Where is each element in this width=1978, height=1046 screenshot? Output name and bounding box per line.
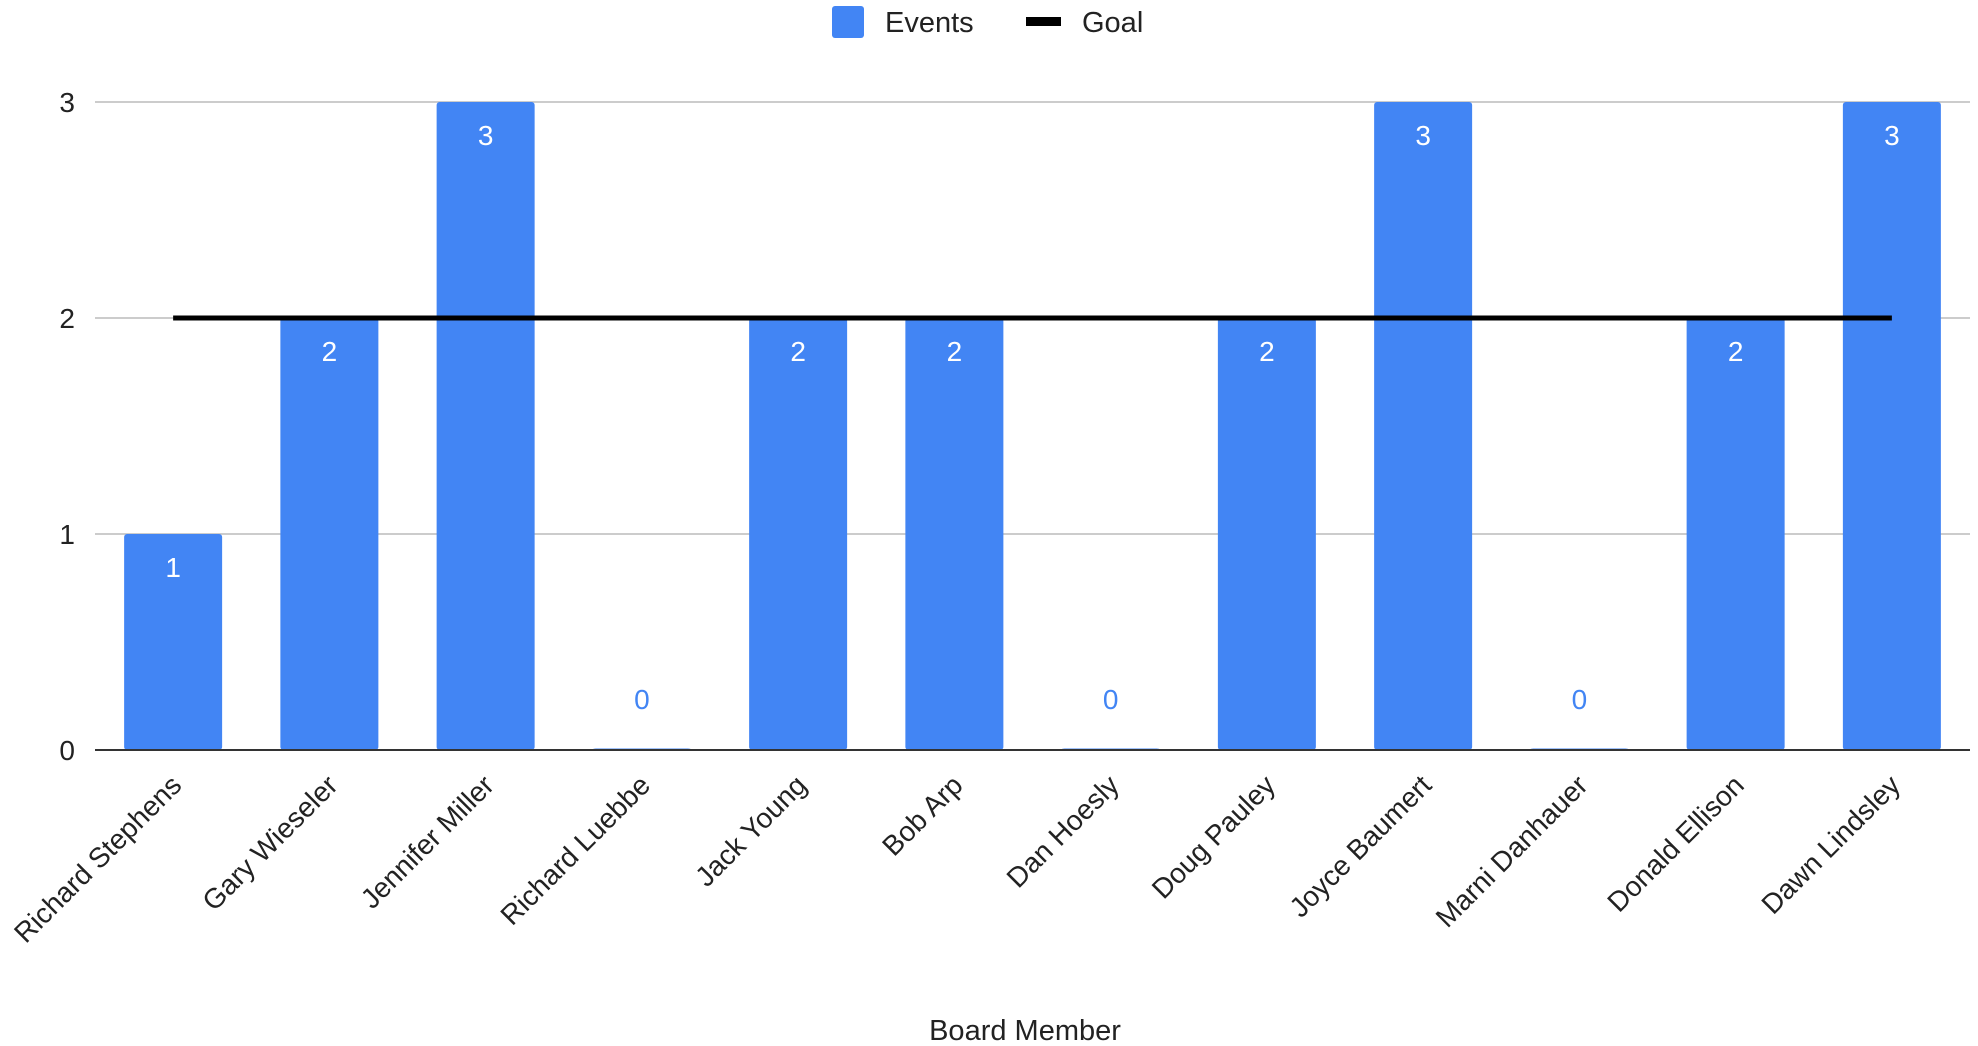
y-tick-label: 0 — [59, 735, 75, 766]
bar-value-label: 0 — [634, 684, 650, 715]
x-tick-label: Doug Pauley — [1146, 769, 1281, 904]
bar — [749, 318, 848, 750]
x-tick-label: Richard Luebbe — [494, 769, 656, 931]
bars — [124, 102, 1941, 750]
legend-swatch-goal — [1026, 17, 1061, 26]
bar — [1842, 102, 1941, 750]
x-axis-title: Board Member — [929, 1015, 1121, 1046]
bar — [1217, 318, 1316, 750]
bar — [905, 318, 1004, 750]
x-tick-label: Bob Arp — [876, 769, 968, 861]
bar-value-label: 3 — [1415, 120, 1431, 151]
x-axis-ticks: Richard Stephens Gary Wieseler Jennifer Mi… — [8, 769, 1906, 948]
bar — [1686, 318, 1785, 750]
bar — [1374, 102, 1473, 750]
bar-value-label: 2 — [1728, 336, 1744, 367]
bar-value-label: 2 — [947, 336, 963, 367]
bar-value-label: 3 — [478, 120, 494, 151]
x-tick-label: Richard Stephens — [8, 769, 187, 948]
bar-value-label: 2 — [1259, 336, 1275, 367]
bar — [124, 534, 223, 750]
legend-label-goal: Goal — [1082, 7, 1143, 39]
x-tick-label: Gary Wieseler — [196, 769, 343, 916]
data-labels: 1 2 3 0 2 2 0 2 3 0 2 3 — [165, 120, 1899, 715]
bar-value-label: 0 — [1103, 684, 1119, 715]
bar — [280, 318, 379, 750]
y-tick-label: 3 — [59, 87, 75, 118]
legend-swatch-events — [832, 6, 864, 38]
x-tick-label: Dawn Lindsley — [1755, 769, 1906, 920]
y-axis-ticks: 0 1 2 3 — [59, 87, 75, 766]
y-tick-label: 2 — [59, 303, 75, 334]
legend-label-events: Events — [885, 7, 974, 39]
x-tick-label: Dan Hoesly — [1001, 769, 1125, 893]
bar-value-label: 2 — [790, 336, 806, 367]
legend: Events Goal — [832, 6, 1143, 39]
bar — [436, 102, 535, 750]
x-tick-label: Jennifer Miller — [355, 769, 500, 914]
x-tick-label: Jack Young — [689, 769, 812, 892]
bar-value-label: 0 — [1572, 684, 1588, 715]
x-tick-label: Joyce Baumert — [1283, 769, 1437, 923]
bar-value-label: 1 — [165, 552, 181, 583]
bar-value-label: 3 — [1884, 120, 1900, 151]
x-tick-label: Marni Danhauer — [1430, 769, 1594, 933]
x-tick-label: Donald Ellison — [1601, 769, 1749, 917]
bar-value-label: 2 — [322, 336, 338, 367]
y-tick-label: 1 — [59, 519, 75, 550]
